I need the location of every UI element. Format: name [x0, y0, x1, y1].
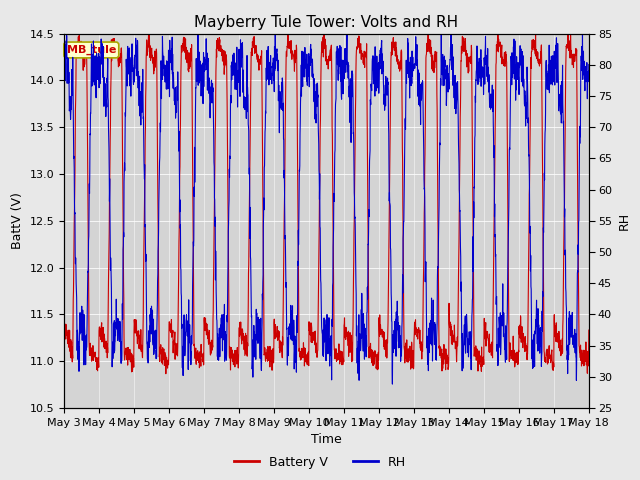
Battery V — [145, 31, 153, 36]
Battery V — [539, 199, 547, 204]
Battery V — [162, 371, 170, 377]
RH — [207, 98, 214, 104]
RH — [585, 61, 593, 67]
Y-axis label: RH: RH — [618, 212, 630, 230]
Battery V — [353, 44, 361, 49]
Battery V — [60, 312, 68, 317]
Battery V — [207, 340, 214, 346]
Title: Mayberry Tule Tower: Volts and RH: Mayberry Tule Tower: Volts and RH — [195, 15, 458, 30]
Y-axis label: BattV (V): BattV (V) — [11, 192, 24, 249]
RH — [388, 381, 396, 387]
Battery V — [554, 331, 561, 337]
Battery V — [479, 354, 487, 360]
RH — [60, 62, 68, 68]
RH — [554, 66, 561, 72]
RH — [353, 327, 361, 333]
RH — [539, 294, 547, 300]
Battery V — [585, 327, 593, 333]
Text: MB_tule: MB_tule — [67, 45, 116, 55]
RH — [194, 31, 202, 36]
Line: Battery V: Battery V — [64, 34, 589, 374]
Line: RH: RH — [64, 34, 589, 384]
Legend: Battery V, RH: Battery V, RH — [229, 451, 411, 474]
RH — [479, 65, 487, 71]
X-axis label: Time: Time — [311, 433, 342, 446]
Battery V — [342, 336, 349, 342]
RH — [342, 46, 349, 51]
